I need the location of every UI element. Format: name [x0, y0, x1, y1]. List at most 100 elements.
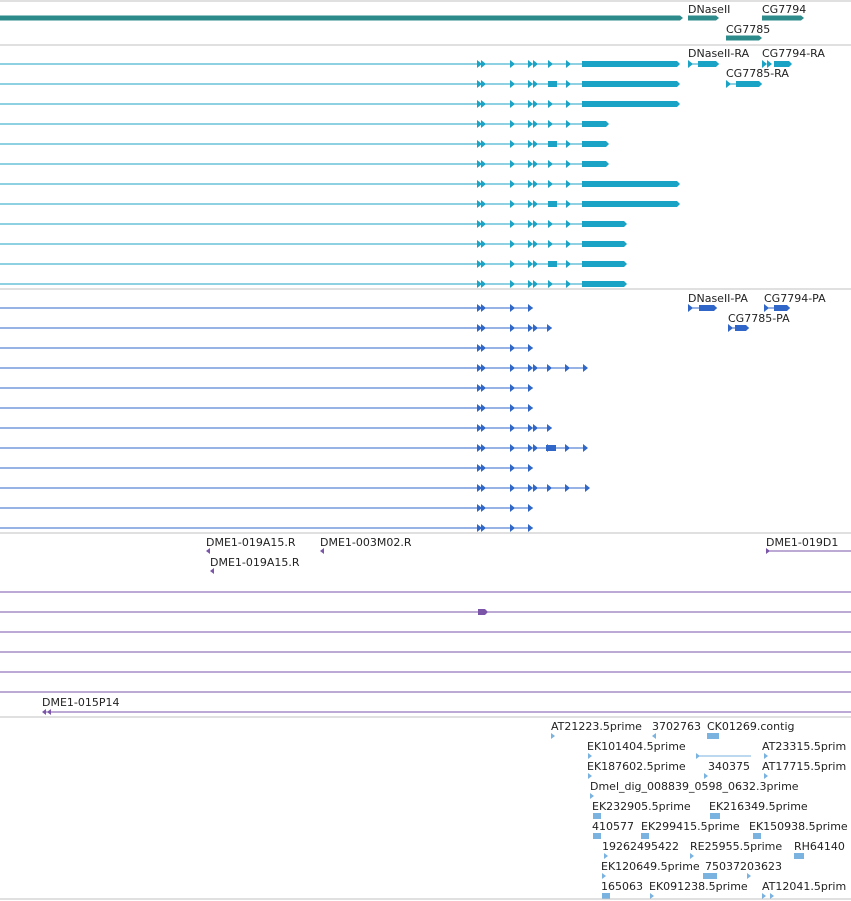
mrna-utr-bar[interactable] — [582, 101, 680, 107]
est-label[interactable]: Dmel_dig_008839_0598_0632.3prime — [590, 780, 799, 793]
exon-marker — [548, 160, 553, 168]
mrna-cg7794-ra-bar[interactable] — [774, 61, 792, 67]
cds-marker — [528, 344, 533, 352]
est-label[interactable]: AT21223.5prime — [551, 720, 642, 733]
est-block[interactable] — [710, 813, 720, 819]
mrna-utr-bar[interactable] — [582, 241, 627, 247]
cds-marker — [477, 304, 482, 312]
exon-block[interactable] — [548, 81, 557, 87]
exon-marker — [481, 140, 486, 148]
mrna-utr-bar[interactable] — [582, 161, 609, 167]
protein-cg7785-pa-bar[interactable] — [735, 325, 749, 331]
exon-marker — [528, 280, 533, 288]
est-label[interactable]: AT12041.5prim — [762, 880, 846, 893]
protein-label-dnaseii-pa[interactable]: DNaseII-PA — [688, 292, 748, 305]
mrna-utr-bar[interactable] — [582, 81, 680, 87]
protein-label-cg7785-pa[interactable]: CG7785-PA — [728, 312, 790, 325]
clone-label-dme1-003m02-r[interactable]: DME1-003M02.R — [320, 536, 412, 549]
est-label[interactable]: EK091238.5prime — [649, 880, 748, 893]
gene-span-bar[interactable] — [0, 15, 683, 21]
exon-marker — [548, 220, 553, 228]
mrna-utr-bar[interactable] — [582, 141, 609, 147]
protein-label-cg7794-pa[interactable]: CG7794-PA — [764, 292, 826, 305]
exon-marker — [762, 60, 767, 68]
clone-label-dme1-019a15-r-2[interactable]: DME1-019A15.R — [210, 556, 300, 569]
mrna-label-cg7785-ra[interactable]: CG7785-RA — [726, 67, 789, 80]
est-block[interactable] — [707, 733, 719, 739]
cds-marker — [481, 524, 486, 532]
est-block[interactable] — [703, 873, 717, 879]
protein-cg7794-pa-bar[interactable] — [774, 305, 790, 311]
cds-marker — [510, 444, 515, 452]
est-label[interactable]: EK101404.5prime — [587, 740, 686, 753]
mrna-cg7785-ra-bar[interactable] — [744, 81, 762, 87]
exon-marker — [510, 120, 515, 128]
mrna-utr-bar[interactable] — [582, 221, 627, 227]
gene-dnaseii-bar[interactable] — [688, 15, 719, 21]
exon-marker — [533, 160, 538, 168]
est-marker — [641, 833, 645, 839]
est-label[interactable]: 19262495422 — [602, 840, 679, 853]
exon-marker — [481, 280, 486, 288]
est-label[interactable]: AT23315.5prim — [762, 740, 846, 753]
clone-label-dme1-015p14[interactable]: DME1-015P14 — [42, 696, 120, 709]
est-label[interactable]: EK232905.5prime — [592, 800, 691, 813]
est-label[interactable]: 410577 — [592, 820, 634, 833]
est-marker — [753, 833, 757, 839]
mrna-utr-bar[interactable] — [582, 121, 609, 127]
est-label[interactable]: AT17715.5prim — [762, 760, 846, 773]
est-marker — [747, 873, 751, 879]
est-label[interactable]: EK299415.5prime — [641, 820, 740, 833]
protein-dnaseii-pa-bar[interactable] — [699, 305, 717, 311]
clone-end-bar[interactable] — [478, 609, 488, 615]
cds-marker — [481, 364, 486, 372]
est-label[interactable]: 75037203623 — [705, 860, 782, 873]
est-label[interactable]: RH64140 — [794, 840, 845, 853]
gene-cg7785-bar[interactable] — [726, 35, 762, 41]
est-marker — [703, 873, 707, 879]
exon-marker — [481, 260, 486, 268]
cds-marker — [528, 464, 533, 472]
est-label[interactable]: 340375 — [708, 760, 750, 773]
est-label[interactable]: CK01269.contig — [707, 720, 794, 733]
exon-marker — [477, 80, 482, 88]
exon-marker — [533, 60, 538, 68]
gene-label-dnaseii[interactable]: DNaseII — [688, 3, 730, 16]
gene-label-cg7794[interactable]: CG7794 — [762, 3, 806, 16]
cds-block[interactable] — [546, 445, 556, 451]
est-label[interactable]: EK187602.5prime — [587, 760, 686, 773]
est-label[interactable]: RE25955.5prime — [690, 840, 782, 853]
est-block[interactable] — [794, 853, 804, 859]
exon-block[interactable] — [548, 201, 557, 207]
mrna-utr-bar[interactable] — [582, 61, 680, 67]
mrna-utr-bar[interactable] — [582, 181, 680, 187]
exon-block[interactable] — [548, 261, 557, 267]
exon-marker — [510, 280, 515, 288]
exon-block[interactable] — [548, 141, 557, 147]
exon-marker — [510, 220, 515, 228]
est-label[interactable]: 165063 — [601, 880, 643, 893]
mrna-label-cg7794-ra[interactable]: CG7794-RA — [762, 47, 825, 60]
cds-marker — [533, 364, 538, 372]
clone-label-dme1-019a15-r[interactable]: DME1-019A15.R — [206, 536, 296, 549]
cds-marker — [481, 464, 486, 472]
exon-marker — [528, 140, 533, 148]
est-label[interactable]: EK216349.5prime — [709, 800, 808, 813]
exon-marker — [528, 220, 533, 228]
mrna-utr-bar[interactable] — [582, 201, 680, 207]
cds-marker — [481, 324, 486, 332]
gene-cg7794-bar[interactable] — [762, 15, 804, 21]
est-label[interactable]: EK150938.5prime — [749, 820, 848, 833]
clone-label-dme1-019d1[interactable]: DME1-019D1 — [766, 536, 838, 549]
exon-marker — [510, 260, 515, 268]
mrna-utr-bar[interactable] — [582, 281, 627, 287]
mrna-label-dnaseii-ra[interactable]: DNaseII-RA — [688, 47, 750, 60]
exon-block[interactable] — [736, 81, 744, 87]
est-label[interactable]: EK120649.5prime — [601, 860, 700, 873]
mrna-utr-bar[interactable] — [582, 261, 627, 267]
cds-marker — [528, 324, 533, 332]
gene-label-cg7785[interactable]: CG7785 — [726, 23, 770, 36]
cds-marker — [528, 364, 533, 372]
est-label[interactable]: 3702763 — [652, 720, 701, 733]
